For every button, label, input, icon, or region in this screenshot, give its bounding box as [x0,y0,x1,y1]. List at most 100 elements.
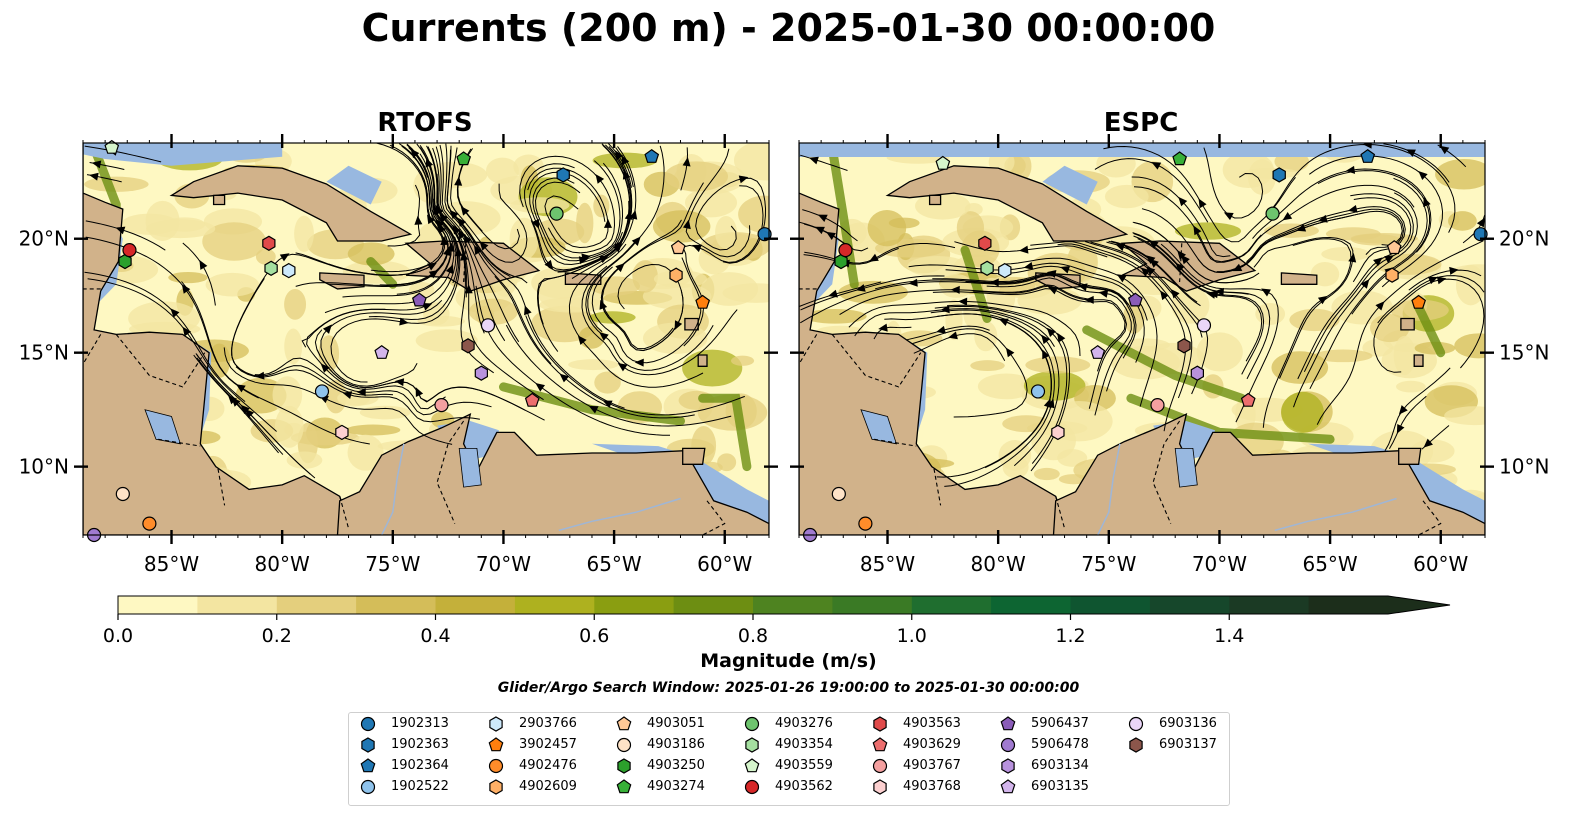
colorbar-bin [1308,596,1389,614]
marker-5906478 [1000,737,1016,752]
streamline [581,265,738,376]
marker-4903562 [122,243,137,258]
float-legend: 1902313 1902363 1902364 1902522 2903766 39024… [348,712,1230,806]
map-frame [798,142,1486,536]
streamline-arrow [1449,266,1459,275]
streamline-arrow [182,326,192,337]
legend-marker-icon [1128,716,1144,731]
magnitude-patch [594,371,621,394]
streamline-arrow [464,284,473,294]
marker-4903276 [549,206,564,221]
legend-marker-icon [1000,737,1016,752]
magnitude-patch [84,176,149,192]
lon-tick-label: 80°W [255,552,310,576]
legend-label: 5906478 [1031,737,1089,752]
legend-label: 4903562 [775,779,833,794]
magnitude-colorbar: 0.0 0.2 0.4 0.6 0.8 1.0 1.2 1.4 [103,595,1451,647]
streamline-arrow [634,358,644,367]
country-border [339,496,350,529]
marker-3902457 [695,294,711,309]
streamline [680,147,689,191]
marker-1902313 [360,716,376,731]
marker-3902457 [1411,294,1427,309]
streamline [608,143,632,188]
streamline [1133,222,1248,284]
streamline-arrow [1423,438,1433,448]
streamline-arrow [738,175,749,184]
legend-marker-icon [1000,778,1016,793]
colorbar-bin [753,596,833,614]
streamline-arrow [435,205,444,215]
streamline [436,173,544,401]
colorbar-bin [911,596,992,614]
legend-label: 4903274 [647,779,705,794]
lon-tick-label: 60°W [697,552,752,576]
streamline-arrow [1193,225,1202,236]
colorbar-extend-arrow [1388,596,1450,614]
magnitude-patch [1435,158,1485,190]
magnitude-patch [915,192,971,220]
legend-item: 4903767 [871,755,961,776]
streamline-arrow [577,335,587,345]
legend-item: 6903137 [1127,734,1217,755]
legend-item: 4903563 [871,713,961,734]
streamline [446,149,511,278]
magnitude-patch [867,209,907,247]
streamline-arrow [435,218,445,229]
streamline-arrow [1396,423,1405,434]
streamline [84,271,246,402]
marker-2903766 [998,262,1012,279]
streamline [316,349,545,421]
streamline [802,209,858,242]
streamline [396,144,452,295]
nodata-band [799,143,1485,157]
country-border [1055,496,1066,529]
streamline-arrow [1084,295,1094,304]
streamline-arrow [454,176,463,186]
legend-item: 4903274 [615,776,705,797]
streamline-arrow [958,297,968,306]
streamline [1383,143,1450,183]
marker-3902457 [488,736,504,751]
streamline-arrow [1145,266,1156,276]
float-markers [86,139,772,543]
figure-title: Currents (200 m) - 2025-01-30 00:00:00 [361,6,1216,50]
puerto-rico-land [1280,272,1318,285]
lon-tick-label: 75°W [365,552,420,576]
legend-label: 4903629 [903,737,961,752]
streamline-arrow [445,264,454,275]
lon-tick-label: 60°W [1413,552,1468,576]
legend-marker-icon [617,757,631,774]
colorbar-bin [197,596,278,614]
colorbar-bin [594,596,675,614]
streamline-arrow [1098,289,1109,298]
colorbar-bin [673,596,754,614]
shelf-water [83,143,283,166]
streamline [799,281,882,307]
streamline-arrow [614,150,624,161]
legend-label: 6903136 [1159,716,1217,731]
streamline [615,147,634,188]
isla-juventud-land [212,194,226,206]
streamline [231,278,394,396]
legend-item: 4903051 [615,713,705,734]
legend-marker-icon [744,779,760,794]
marker-4903051 [670,240,686,255]
magnitude-patch [733,143,769,181]
lon-tick-label: 65°W [1302,552,1357,576]
float-markers [802,148,1488,543]
marker-4903276 [744,716,760,731]
streamline [800,154,848,171]
streamline-arrow [1160,290,1169,301]
magnitude-patch [1222,151,1274,189]
streamline [1094,158,1209,223]
country-border [115,334,206,388]
streamline [954,241,1108,258]
colorbar-bin [1149,596,1230,614]
colorbar-tick-label: 1.4 [1214,625,1244,647]
legend-marker-icon [361,736,375,753]
streamline [306,308,446,410]
magnitude-patch [168,271,208,284]
marker-4903562 [744,779,760,794]
streamline [1084,241,1203,338]
